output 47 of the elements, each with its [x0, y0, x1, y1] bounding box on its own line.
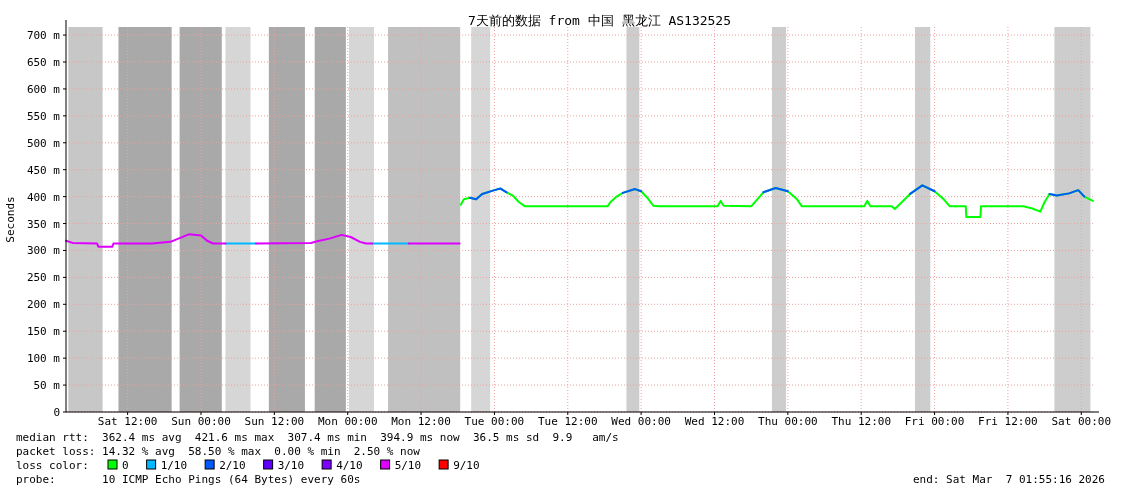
- y-tick-label: 600 m: [26, 82, 61, 96]
- legend-label: 4/10: [336, 459, 363, 472]
- x-tick-label: Tue 00:00: [464, 415, 525, 428]
- y-tick-label: 250 m: [26, 271, 61, 285]
- x-tick-label: Mon 12:00: [391, 415, 451, 428]
- y-tick-label: 450 m: [26, 163, 61, 177]
- legend-label: 2/10: [219, 459, 246, 472]
- y-tick-label: 500 m: [26, 136, 61, 150]
- x-tick-label: Fri 00:00: [904, 415, 965, 428]
- y-tick-label: 550 m: [26, 109, 61, 123]
- y-tick-label: 100 m: [26, 352, 61, 366]
- line-series: [65, 233, 227, 248]
- line-series: [468, 187, 508, 201]
- x-tick-label: Sun 12:00: [244, 415, 305, 428]
- legend-title: loss color:: [16, 459, 89, 472]
- y-tick-label: 400 m: [26, 190, 61, 204]
- y-tick-label: 0: [53, 406, 60, 419]
- x-tick-label: Wed 00:00: [611, 415, 671, 428]
- x-tick-label: Thu 00:00: [758, 415, 818, 428]
- y-tick-label: 650 m: [26, 56, 61, 69]
- x-tick-label: Mon 00:00: [317, 415, 378, 428]
- y-tick-label: 50 m: [33, 379, 61, 393]
- legend-label: 1/10: [160, 459, 188, 472]
- line-series: [1048, 189, 1086, 198]
- legend-label: 5/10: [394, 459, 422, 472]
- x-tick-label: Fri 12:00: [978, 415, 1038, 428]
- y-tick-label: 200 m: [26, 298, 61, 312]
- x-tick-label: Wed 12:00: [684, 415, 745, 428]
- x-tick-label: Tue 12:00: [537, 415, 598, 428]
- legend-label: 3/10: [277, 459, 305, 472]
- chart-title: 7天前的数据 from 中国 黑龙江 AS132525: [467, 13, 732, 28]
- text: end: Sat Mar 7 01:55:16 2026: [912, 473, 1105, 486]
- text: median rtt: 362.4 ms avg 421.6 ms max 307.4 ms min 394.9 ms now 36.5 ms sd 9.9 am/s: [16, 431, 619, 444]
- x-tick-label: Sat 12:00: [97, 415, 158, 428]
- y-tick-label: 150 m: [26, 325, 61, 339]
- x-tick-label: Sat 00:00: [1051, 415, 1112, 428]
- legend-label: 0: [122, 459, 129, 472]
- y-tick-label: 350 m: [26, 217, 61, 231]
- text: probe: 10 ICMP Echo Pings (64 Bytes) every 60s: [16, 473, 361, 486]
- line-series: [255, 233, 374, 245]
- x-tick-label: Thu 12:00: [831, 415, 892, 428]
- y-tick-label: 700 m: [26, 29, 61, 43]
- x-tick-label: Sun 00:00: [171, 415, 231, 428]
- y-axis-title: Seconds: [4, 196, 17, 243]
- text: packet loss: 14.32 % avg 58.50 % max 0.00 % min 2.50 % now: [16, 445, 421, 458]
- y-tick-label: 300 m: [26, 244, 61, 258]
- legend-label: 9/10: [453, 459, 480, 472]
